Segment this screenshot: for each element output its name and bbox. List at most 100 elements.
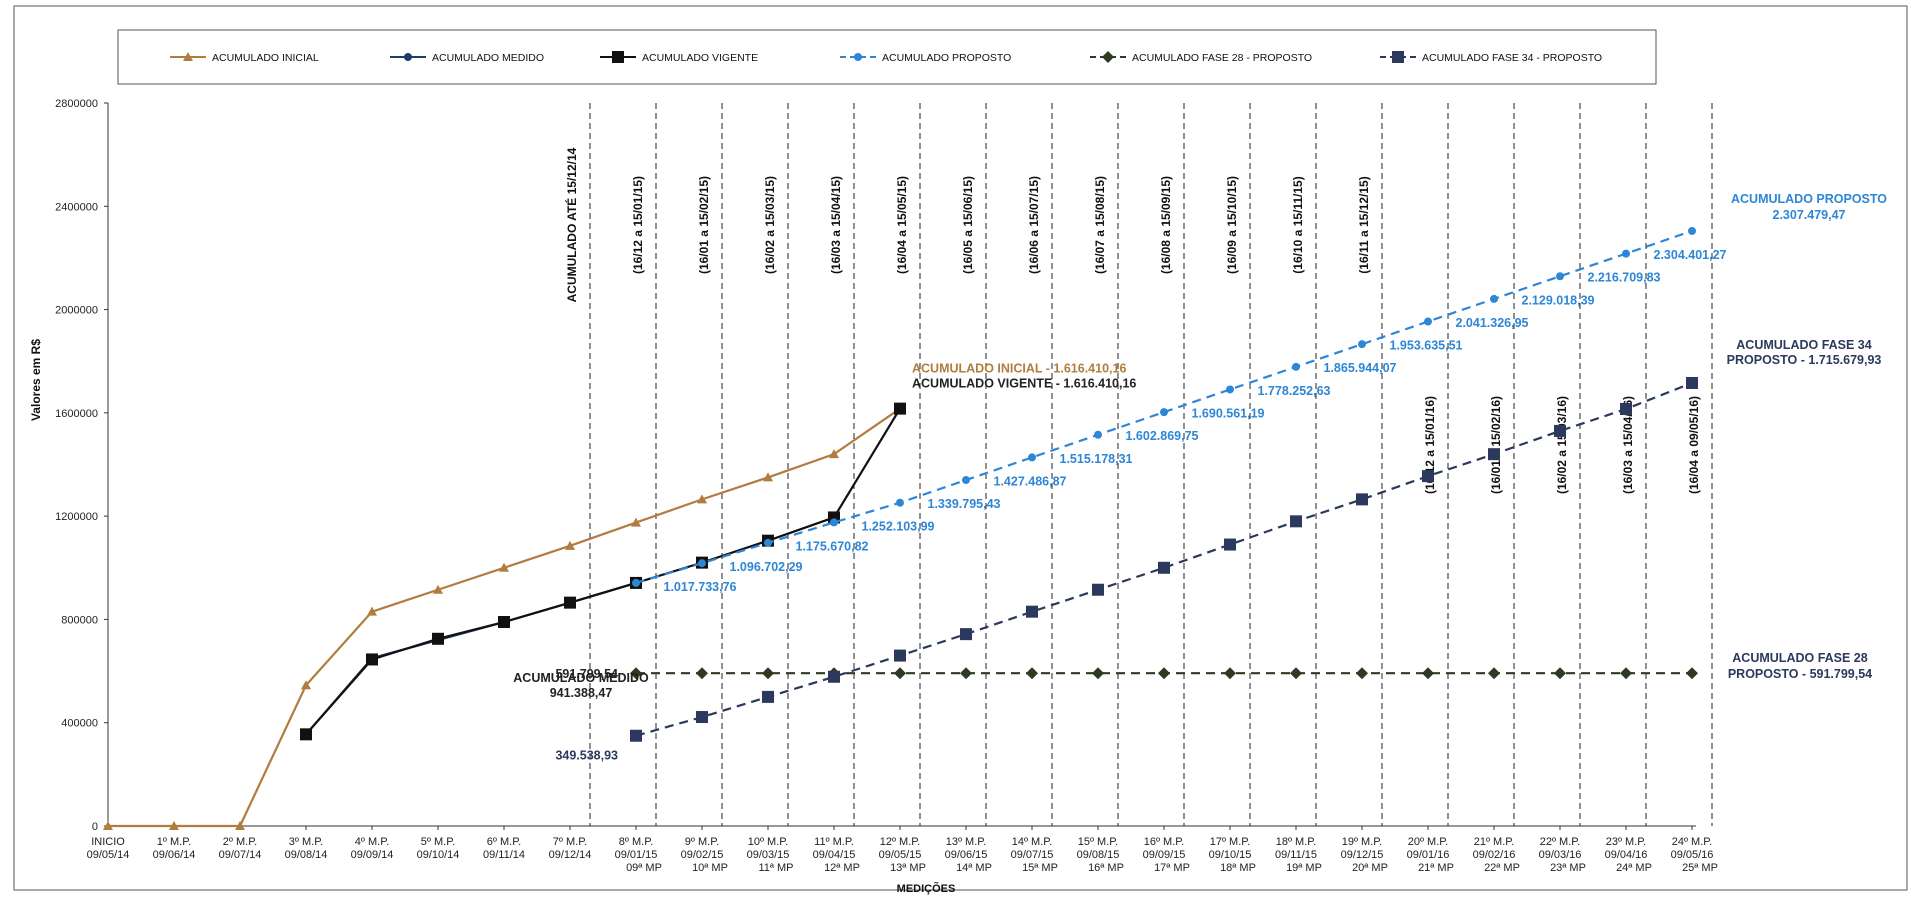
period-label: (16/01 a 15/02/16) [1489,396,1503,494]
data-point-acumulado-fase-28-proposto [630,667,642,680]
data-point-acumulado-fase-34-proposto [1488,448,1500,461]
data-point-acumulado-vigente [432,632,444,645]
data-point-acumulado-vigente [894,402,906,415]
x-tick-label: 2º M.P. [223,836,257,848]
proposto-value-label: 1.515.178,31 [1060,452,1133,466]
data-point-acumulado-inicial [301,680,311,690]
data-point-acumulado-fase-34-proposto [1224,538,1236,551]
data-point-acumulado-fase-28-proposto [1224,667,1236,680]
y-tick-label: 0 [92,821,98,833]
proposto-value-label: 1.252.103,99 [862,520,935,534]
data-point-acumulado-proposto [632,578,640,587]
data-point-acumulado-inicial [367,606,377,616]
proposto-value-label: 1.017.733,76 [664,580,737,594]
data-point-acumulado-inicial [433,584,443,594]
data-point-acumulado-proposto [1226,385,1234,394]
x-tick-date: 09/10/14 [417,849,460,861]
legend-label: ACUMULADO VIGENTE [642,52,758,64]
x-tick-mp: 22ª MP [1484,862,1520,874]
data-point-acumulado-proposto [1490,294,1498,303]
x-tick-mp: 09ª MP [626,862,662,874]
data-point-acumulado-fase-28-proposto [1026,667,1038,680]
data-point-acumulado-vigente [300,728,312,741]
data-point-acumulado-fase-28-proposto [1290,667,1302,680]
proposto-end-title: ACUMULADO PROPOSTO [1731,192,1887,206]
y-tick-label: 1200000 [55,511,98,523]
fase28-start-label: 591.799,54 [555,667,618,681]
x-tick-date: 09/07/14 [219,849,262,861]
x-tick-label: 20º M.P. [1408,836,1449,848]
data-point-acumulado-proposto [962,476,970,485]
x-tick-date: 09/10/15 [1209,849,1252,861]
data-point-acumulado-inicial [763,472,773,482]
proposto-value-label: 1.096.702,29 [730,560,803,574]
x-tick-date: 09/04/16 [1605,849,1648,861]
proposto-value-label: 1.339.795,43 [928,497,1001,511]
x-tick-date: 09/01/16 [1407,849,1450,861]
data-point-acumulado-proposto [1424,317,1432,326]
data-point-acumulado-inicial [631,517,641,527]
x-tick-date: 09/11/14 [483,849,525,861]
legend-label: ACUMULADO FASE 28 - PROPOSTO [1132,52,1312,64]
period-label: (16/12 a 15/01/16) [1423,396,1437,494]
data-point-acumulado-fase-28-proposto [1422,667,1434,680]
x-tick-label: 8º M.P. [619,836,653,848]
data-point-acumulado-fase-28-proposto [696,667,708,680]
x-tick-date: 09/09/14 [351,849,394,861]
legend-item: ACUMULADO VIGENTE [600,51,758,64]
x-tick-date: 09/05/14 [87,849,130,861]
legend-marker [183,52,193,61]
fase28-end-value: PROPOSTO - 591.799,54 [1728,667,1872,681]
series-line-acumulado-vigente [305,408,901,736]
proposto-value-label: 1.778.252,63 [1258,384,1331,398]
legend-label: ACUMULADO INICIAL [212,52,319,64]
period-label: (16/04 a 15/05/15) [895,176,909,274]
data-point-acumulado-proposto [1028,453,1036,462]
data-point-acumulado-fase-34-proposto [1356,493,1368,506]
x-tick-mp: 23ª MP [1550,862,1586,874]
legend-item: ACUMULADO FASE 28 - PROPOSTO [1090,51,1312,64]
data-point-acumulado-fase-34-proposto [1158,561,1170,574]
data-point-acumulado-fase-34-proposto [696,711,708,724]
x-tick-label: 11º M.P. [814,836,854,848]
x-tick-label: 19º M.P. [1342,836,1383,848]
period-label: (16/02 a 15/03/15) [763,176,777,274]
period-label: (16/03 a 15/04/16) [1621,396,1635,494]
data-point-acumulado-inicial [829,449,839,459]
data-point-acumulado-proposto [764,538,772,547]
x-tick-label: 3º M.P. [289,836,323,848]
period-label: ACUMULADO ATÉ 15/12/14 [564,147,579,302]
data-point-acumulado-fase-34-proposto [1554,424,1566,437]
data-point-acumulado-fase-34-proposto [1686,376,1698,389]
x-tick-mp: 14ª MP [956,862,992,874]
proposto-value-label: 1.427.486,87 [994,474,1067,488]
x-tick-date: 09/02/15 [681,849,724,861]
data-point-acumulado-fase-28-proposto [1356,667,1368,680]
data-point-acumulado-fase-34-proposto [630,729,642,742]
data-point-acumulado-fase-34-proposto [1290,515,1302,528]
x-tick-label: 1º M.P. [157,836,191,848]
data-point-acumulado-fase-34-proposto [1422,470,1434,483]
x-tick-mp: 17ª MP [1154,862,1190,874]
legend-marker [1102,51,1114,63]
x-tick-mp: 20ª MP [1352,862,1388,874]
x-tick-mp: 13ª MP [890,862,926,874]
data-point-acumulado-proposto [1358,340,1366,349]
x-tick-label: 18º M.P. [1276,836,1317,848]
proposto-value-label: 1.175.670,82 [796,539,869,553]
x-tick-label: 16º M.P. [1144,836,1185,848]
fase34-end-value: PROPOSTO - 1.715.679,93 [1727,353,1882,367]
y-tick-label: 400000 [61,718,98,730]
data-point-acumulado-inicial [169,821,179,830]
data-point-acumulado-fase-28-proposto [762,667,774,680]
y-tick-label: 2000000 [55,305,98,317]
data-point-acumulado-fase-34-proposto [1620,402,1632,415]
series-acumulado-fase-34-proposto [630,376,1698,742]
data-point-acumulado-fase-28-proposto [1092,667,1104,680]
x-tick-label: 7º M.P. [553,836,587,848]
series-acumulado-vigente [300,402,906,741]
period-label: (16/03 a 15/04/15) [829,176,843,274]
x-tick-label: INICIO [91,836,125,848]
legend-item: ACUMULADO INICIAL [170,52,319,64]
period-label: (16/08 a 15/09/15) [1159,176,1173,274]
